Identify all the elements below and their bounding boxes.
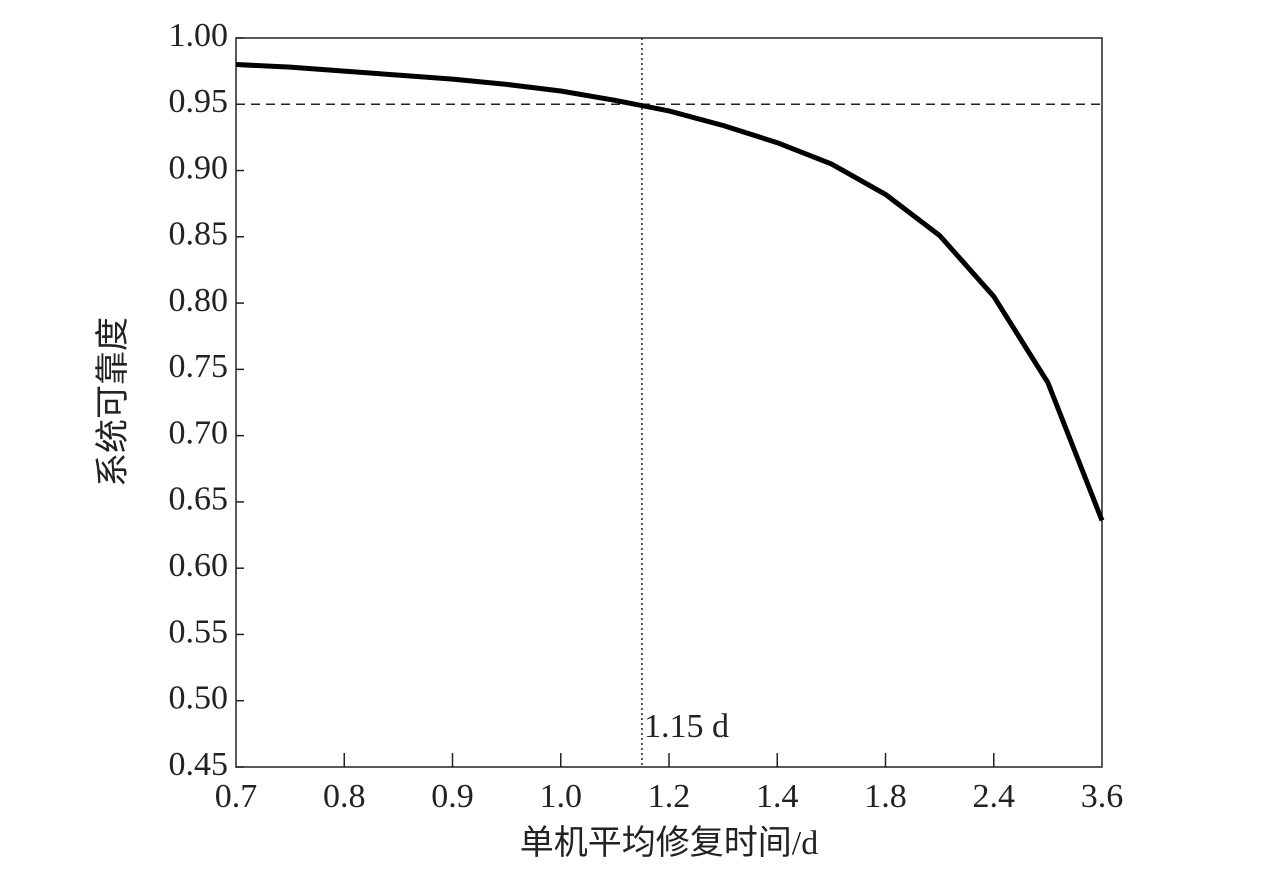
x-tick-label: 0.7	[215, 778, 258, 815]
y-tick-label: 0.65	[169, 481, 229, 518]
x-tick-label: 1.0	[540, 778, 583, 815]
data-line	[235, 62, 1105, 522]
y-axis-label: 系统可靠度	[94, 317, 132, 487]
x-tick-label: 1.2	[648, 778, 691, 815]
x-tick-label: 3.6	[1081, 778, 1124, 815]
y-tick-label: 0.70	[169, 414, 229, 451]
x-tick-label: 0.8	[323, 778, 366, 815]
x-tick-label: 2.4	[973, 778, 1016, 815]
y-tick-label: 0.55	[169, 613, 229, 650]
y-tick-label: 0.75	[169, 348, 229, 385]
y-tick-label: 0.50	[169, 680, 229, 717]
y-tick-label: 0.85	[169, 216, 229, 253]
x-tick-label: 1.8	[864, 778, 907, 815]
y-tick-label: 0.80	[169, 282, 229, 319]
x-tick-label: 1.4	[756, 778, 799, 815]
y-tick-label: 0.60	[169, 547, 229, 584]
x-tick-label: 0.9	[431, 778, 474, 815]
reference-label: 1.15 d	[644, 708, 729, 745]
x-axis-label: 单机平均修复时间/d	[520, 824, 818, 862]
plot-frame	[235, 37, 1103, 768]
y-tick-label: 1.00	[169, 17, 229, 54]
y-tick-label: 0.90	[169, 149, 229, 186]
y-tick-label: 0.45	[169, 746, 229, 783]
y-tick-label: 0.95	[169, 83, 229, 120]
